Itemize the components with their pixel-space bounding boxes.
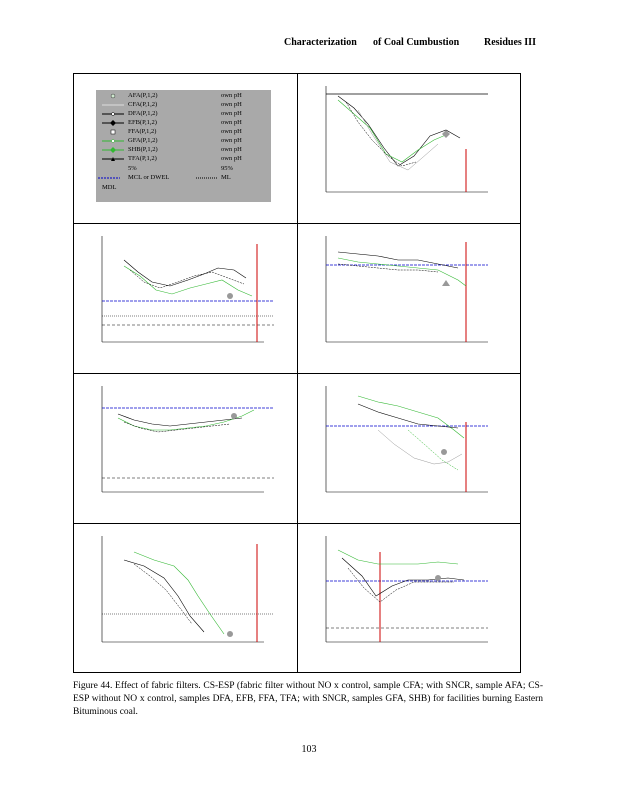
legend-symbol: [98, 177, 120, 179]
plot-panel-1: [298, 74, 520, 223]
header-part1: Characterization: [284, 37, 357, 48]
legend-ph: own pH: [221, 137, 242, 144]
plot-svg: [325, 536, 488, 643]
header-part3: Residues III: [484, 37, 536, 48]
plot-panel-5: [298, 374, 520, 523]
plot-svg: [325, 236, 488, 343]
legend-panel: AFA(P,1,2) own pH CFA(P,1,2) own pH DFA(P,…: [74, 74, 296, 223]
legend-row: AFA(P,1,2) own pH: [96, 92, 271, 101]
legend-ph: own pH: [221, 128, 242, 135]
legend-label: EFB(P,1,2): [128, 119, 157, 126]
plot-svg: [101, 386, 274, 493]
legend-label: CFA(P,1,2): [128, 101, 158, 108]
legend-mcl: MCL or DWEL: [128, 174, 170, 181]
legend-mdl: MDL: [102, 184, 117, 191]
legend-ml: ML: [221, 174, 231, 181]
plot-svg: [325, 86, 488, 193]
plot-svg: [101, 236, 274, 343]
legend-symbol: [102, 104, 124, 106]
legend-ph: own pH: [221, 119, 242, 126]
legend-box: AFA(P,1,2) own pH CFA(P,1,2) own pH DFA(P,…: [96, 90, 271, 202]
legend-symbol: [196, 177, 218, 179]
figure-caption: Figure 44. Effect of fabric filters. CS-…: [73, 681, 543, 717]
legend-symbol: [102, 147, 124, 153]
plot-panel-7: [298, 524, 520, 673]
grid-divider-row1: [74, 223, 520, 224]
grid-divider-row2: [74, 373, 520, 374]
header-part2: of Coal Cumbustion: [373, 37, 460, 48]
legend-ph: own pH: [221, 146, 242, 153]
legend-symbol: [102, 157, 124, 161]
running-header: Characterization of Coal Cumbustion Resi…: [0, 37, 618, 51]
legend-row: MDL: [96, 184, 271, 193]
legend-row: 5% 95%: [96, 165, 271, 174]
legend-95pct: 95%: [221, 165, 233, 172]
legend-ph: own pH: [221, 110, 242, 117]
legend-label: GFA(P,1,2): [128, 137, 158, 144]
legend-label: SHB(P,1,2): [128, 146, 158, 153]
legend-ph: own pH: [221, 92, 242, 99]
legend-row: GFA(P,1,2) own pH: [96, 137, 271, 146]
legend-label: DFA(P,1,2): [128, 110, 158, 117]
legend-row: SHB(P,1,2) own pH: [96, 146, 271, 155]
plot-svg: [325, 386, 488, 493]
legend-symbol: [102, 120, 124, 126]
grid-divider-row3: [74, 523, 520, 524]
legend-ph: own pH: [221, 101, 242, 108]
legend-symbol: [110, 93, 116, 99]
legend-label: FFA(P,1,2): [128, 128, 157, 135]
legend-symbol: [102, 112, 124, 116]
plot-panel-3: [298, 224, 520, 373]
legend-label: TFA(P,1,2): [128, 155, 157, 162]
legend-label: AFA(P,1,2): [128, 92, 158, 99]
legend-row: CFA(P,1,2) own pH: [96, 101, 271, 110]
legend-row: MCL or DWEL ML: [96, 174, 271, 183]
figure-44: AFA(P,1,2) own pH CFA(P,1,2) own pH DFA(P,…: [73, 73, 521, 673]
legend-5pct: 5%: [128, 165, 137, 172]
legend-row: FFA(P,1,2) own pH: [96, 128, 271, 137]
plot-svg: [101, 536, 274, 643]
legend-symbol: [110, 129, 116, 135]
plot-panel-4: [74, 374, 296, 523]
legend-row: EFB(P,1,2) own pH: [96, 119, 271, 128]
plot-panel-6: [74, 524, 296, 673]
legend-row: TFA(P,1,2) own pH: [96, 155, 271, 164]
page-number: 103: [301, 744, 317, 755]
legend-symbol: [102, 139, 124, 143]
legend-row: DFA(P,1,2) own pH: [96, 110, 271, 119]
legend-ph: own pH: [221, 155, 242, 162]
plot-panel-2: [74, 224, 296, 373]
